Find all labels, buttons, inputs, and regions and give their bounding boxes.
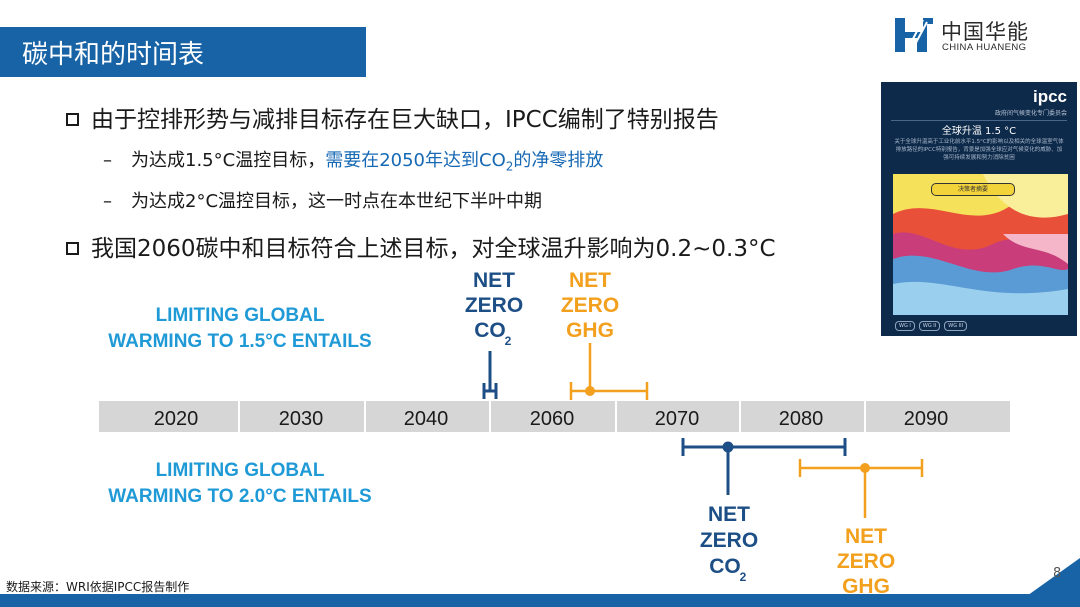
co2-top-co: CO xyxy=(474,319,506,342)
ghg-bottom-net: NET xyxy=(845,525,887,548)
bullet-2-text: 我国2060碳中和目标符合上述目标，对全球温升影响为0.2~0.3°C xyxy=(91,236,776,262)
bottom-bar xyxy=(0,594,1080,607)
subbullet-1-highlight: 需要在2050年达到CO2的净零排放 xyxy=(325,150,604,174)
dash-icon: – xyxy=(103,150,112,171)
co2-bottom-zero: ZERO xyxy=(700,529,758,552)
subbullet-2: – 为达成2°C温控目标，这一时点在本世纪下半叶中期 xyxy=(103,187,542,213)
logo-name-cn: 中国华能 xyxy=(941,20,1029,44)
ghg-top-zero: ZERO xyxy=(561,294,619,317)
subbullet-2-text: 为达成2°C温控目标，这一时点在本世纪下半叶中期 xyxy=(131,191,543,212)
logo-name-en: CHINA HUANENG xyxy=(942,42,1027,53)
tag-wg1: WG I xyxy=(895,321,915,331)
co2-top-net: NET xyxy=(473,269,515,292)
huaneng-logo-icon xyxy=(895,18,933,53)
highlight-post: 的净零排放 xyxy=(513,150,604,171)
ghg-bottom-ghg: GHG xyxy=(842,575,890,598)
dash-icon: – xyxy=(103,191,112,212)
cover-title: 全球升温 1.5 °C xyxy=(941,126,1017,137)
co2-top-co-text: CO xyxy=(474,319,506,342)
data-source: 数据来源：WRI依据IPCC报告制作 xyxy=(6,580,190,594)
tag-wg3: WG III xyxy=(944,321,968,331)
bullet-square-icon xyxy=(66,242,79,255)
ipcc-report-cover: ipcc 政府间气候变化专门委员会 全球升温 1.5 °C 关于全球升温高于工业… xyxy=(881,82,1077,336)
highlight-pre: 需要在2050年达到CO xyxy=(325,150,506,171)
cover-tags: WG I WG II WG III xyxy=(895,321,968,331)
subbullet-1-prefix: 为达成1.5°C温控目标， xyxy=(131,150,326,171)
label-20-line1: LIMITING GLOBAL xyxy=(156,460,325,481)
warming-stripes-artwork xyxy=(893,174,1068,315)
co2-bottom-net: NET xyxy=(708,503,750,526)
tag-wg2: WG II xyxy=(918,321,941,331)
co2-bottom-co: CO xyxy=(709,555,741,578)
subbullet-1: – 为达成1.5°C温控目标，需要在2050年达到CO2的净零排放 xyxy=(103,146,603,174)
ghg-bottom-zero: ZERO xyxy=(837,550,895,573)
page-number: 8 xyxy=(1053,566,1062,581)
summary-button: 决策者摘要 xyxy=(931,183,1015,196)
bullet-1: 由于控排形势与减排目标存在巨大缺口，IPCC编制了特别报告 xyxy=(66,100,719,134)
ipcc-brand: ipcc xyxy=(1032,87,1067,106)
cover-divider xyxy=(891,120,1067,121)
timeline-graphic: LIMITING GLOBAL WARMING TO 1.5°C ENTAILS… xyxy=(99,269,1010,598)
title-bar: 碳中和的时间表 xyxy=(0,27,366,77)
year-2080: 2080 xyxy=(779,408,824,430)
year-2020: 2020 xyxy=(154,408,199,430)
company-logo: 中国华能 CHINA HUANENG xyxy=(893,16,1058,56)
year-2030: 2030 xyxy=(279,408,324,430)
co2-top-sub: 2 xyxy=(505,334,512,348)
label-15-line1: LIMITING GLOBAL xyxy=(156,305,325,326)
co2-top-zero: ZERO xyxy=(465,294,523,317)
year-2060: 2060 xyxy=(530,408,575,430)
year-bar xyxy=(99,401,1010,432)
corner-wedge-icon xyxy=(1024,558,1080,598)
co2-bottom-sub: 2 xyxy=(740,570,747,584)
highlight-sub: 2 xyxy=(505,159,514,174)
bullet-1-text: 由于控排形势与减排目标存在巨大缺口，IPCC编制了特别报告 xyxy=(91,107,719,133)
ghg-top-ghg: GHG xyxy=(566,319,614,342)
ghg-top-net: NET xyxy=(569,269,611,292)
label-20-line2: WARMING TO 2.0°C ENTAILS xyxy=(108,486,371,507)
year-2040: 2040 xyxy=(404,408,449,430)
cover-description: 关于全球升温高于工业化前水平1.5°C的影响以及相关的全球温室气体排放路径的IP… xyxy=(894,139,1064,161)
ipcc-org: 政府间气候变化专门委员会 xyxy=(994,110,1067,117)
ghg-top-dot xyxy=(585,386,595,396)
page-title: 碳中和的时间表 xyxy=(22,40,205,70)
bullet-2: 我国2060碳中和目标符合上述目标，对全球温升影响为0.2~0.3°C xyxy=(66,229,776,263)
label-15-line2: WARMING TO 1.5°C ENTAILS xyxy=(108,331,371,352)
bullet-square-icon xyxy=(66,113,79,126)
year-2090: 2090 xyxy=(904,408,949,430)
year-2070: 2070 xyxy=(655,408,700,430)
